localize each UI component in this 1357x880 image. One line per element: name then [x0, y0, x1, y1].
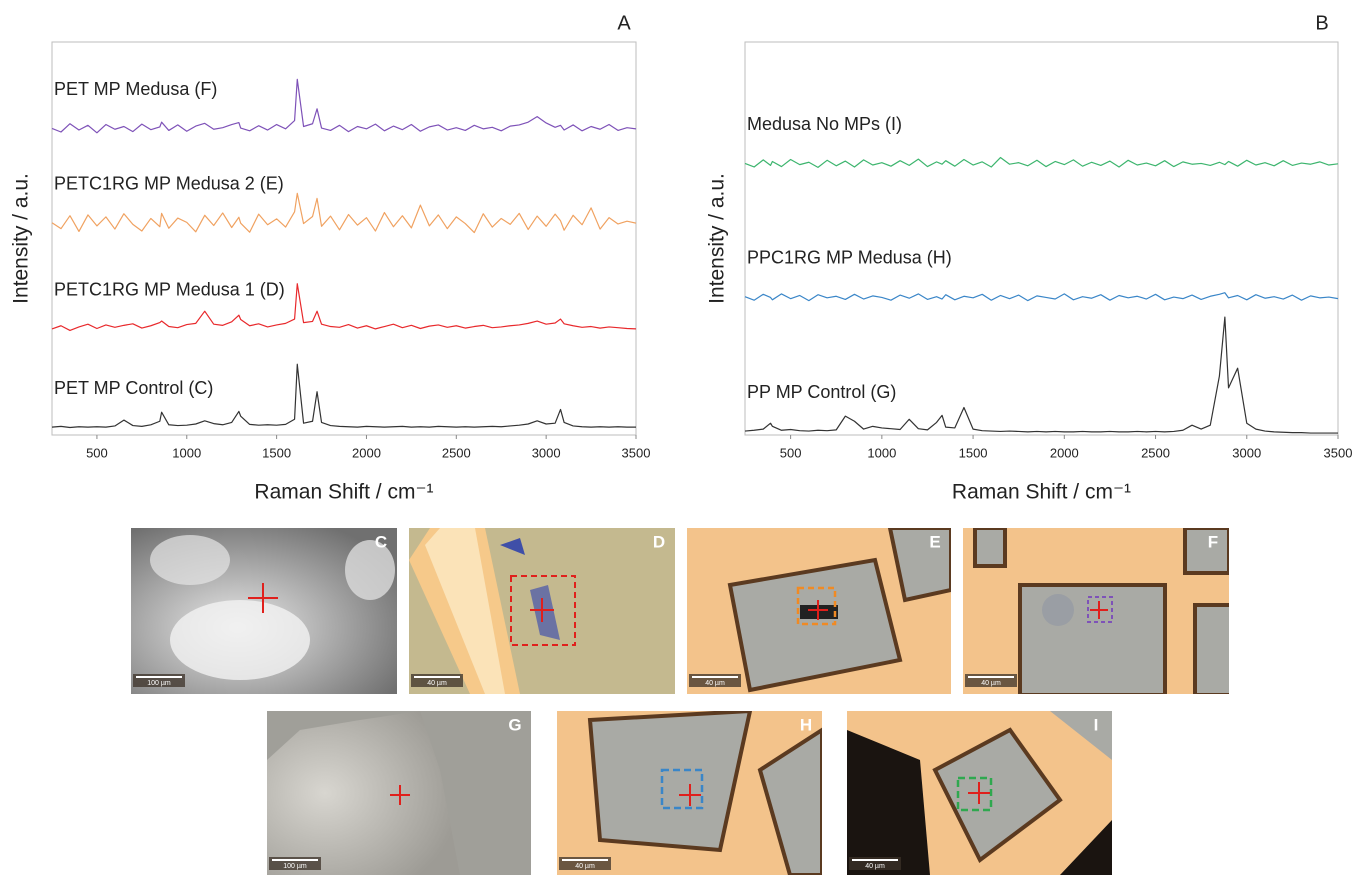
x-axis-title: Raman Shift / cm⁻¹	[254, 481, 433, 504]
scale-bar-label: 40 µm	[865, 863, 885, 870]
x-tick-label: 2500	[442, 445, 471, 460]
page: {"chart_data": [ {"type": "line", "title…	[0, 0, 1357, 875]
spectrum-line	[52, 193, 636, 232]
micrograph	[963, 528, 1235, 695]
micrograph-label: D	[653, 532, 665, 551]
micrograph-label: G	[508, 715, 521, 734]
panel-title: B	[1315, 12, 1328, 34]
series-label: PETC1RG MP Medusa 2 (E)	[54, 174, 284, 194]
x-tick-label: 500	[86, 445, 108, 460]
micrograph	[267, 711, 531, 875]
scale-bar-label: 40 µm	[705, 680, 725, 687]
scale-bar-label: 100 µm	[283, 863, 307, 870]
x-axis-title: Raman Shift / cm⁻¹	[952, 481, 1131, 504]
y-axis-title: Intensity / a.u.	[706, 173, 729, 304]
spectrum-line	[745, 293, 1338, 301]
micrograph	[131, 528, 397, 694]
spectrum-line	[745, 317, 1338, 433]
micrograph-label: H	[800, 715, 812, 734]
x-tick-label: 1000	[867, 445, 896, 460]
x-tick-label: 1500	[959, 445, 988, 460]
x-tick-label: 500	[780, 445, 802, 460]
micrograph-label: I	[1094, 715, 1099, 734]
spectrum-line	[745, 158, 1338, 168]
series-label: Medusa No MPs (I)	[747, 114, 902, 134]
micrograph-label: E	[929, 532, 940, 551]
plot-frame	[52, 42, 636, 435]
micrograph	[687, 528, 951, 694]
x-tick-label: 3000	[1232, 445, 1261, 460]
scale-bar-label: 40 µm	[575, 863, 595, 870]
x-tick-label: 1000	[172, 445, 201, 460]
x-tick-label: 3500	[1324, 445, 1353, 460]
x-tick-label: 3500	[622, 445, 651, 460]
series-label: PETC1RG MP Medusa 1 (D)	[54, 280, 285, 300]
x-tick-label: 2500	[1141, 445, 1170, 460]
scale-bar-label: 40 µm	[981, 680, 1001, 687]
scale-bar-label: 100 µm	[147, 680, 171, 687]
panel-title: A	[617, 12, 631, 34]
x-tick-label: 2000	[1050, 445, 1079, 460]
micrograph	[409, 528, 675, 694]
y-axis-title: Intensity / a.u.	[10, 173, 33, 304]
x-tick-label: 1500	[262, 445, 291, 460]
micrograph	[557, 711, 822, 875]
micrograph-label: F	[1208, 532, 1218, 551]
series-label: PET MP Control (C)	[54, 378, 213, 398]
scale-bar-label: 40 µm	[427, 680, 447, 687]
plot-frame	[745, 42, 1338, 435]
series-label: PP MP Control (G)	[747, 382, 896, 402]
series-label: PPC1RG MP Medusa (H)	[747, 247, 952, 267]
x-tick-label: 2000	[352, 445, 381, 460]
micrograph-label: C	[375, 532, 387, 551]
micrograph	[847, 711, 1112, 875]
figure: A 500 1000 1500 2000 2500 3000 3500 Raman Shift …	[0, 0, 1357, 875]
x-tick-label: 3000	[532, 445, 561, 460]
series-label: PET MP Medusa (F)	[54, 79, 217, 99]
